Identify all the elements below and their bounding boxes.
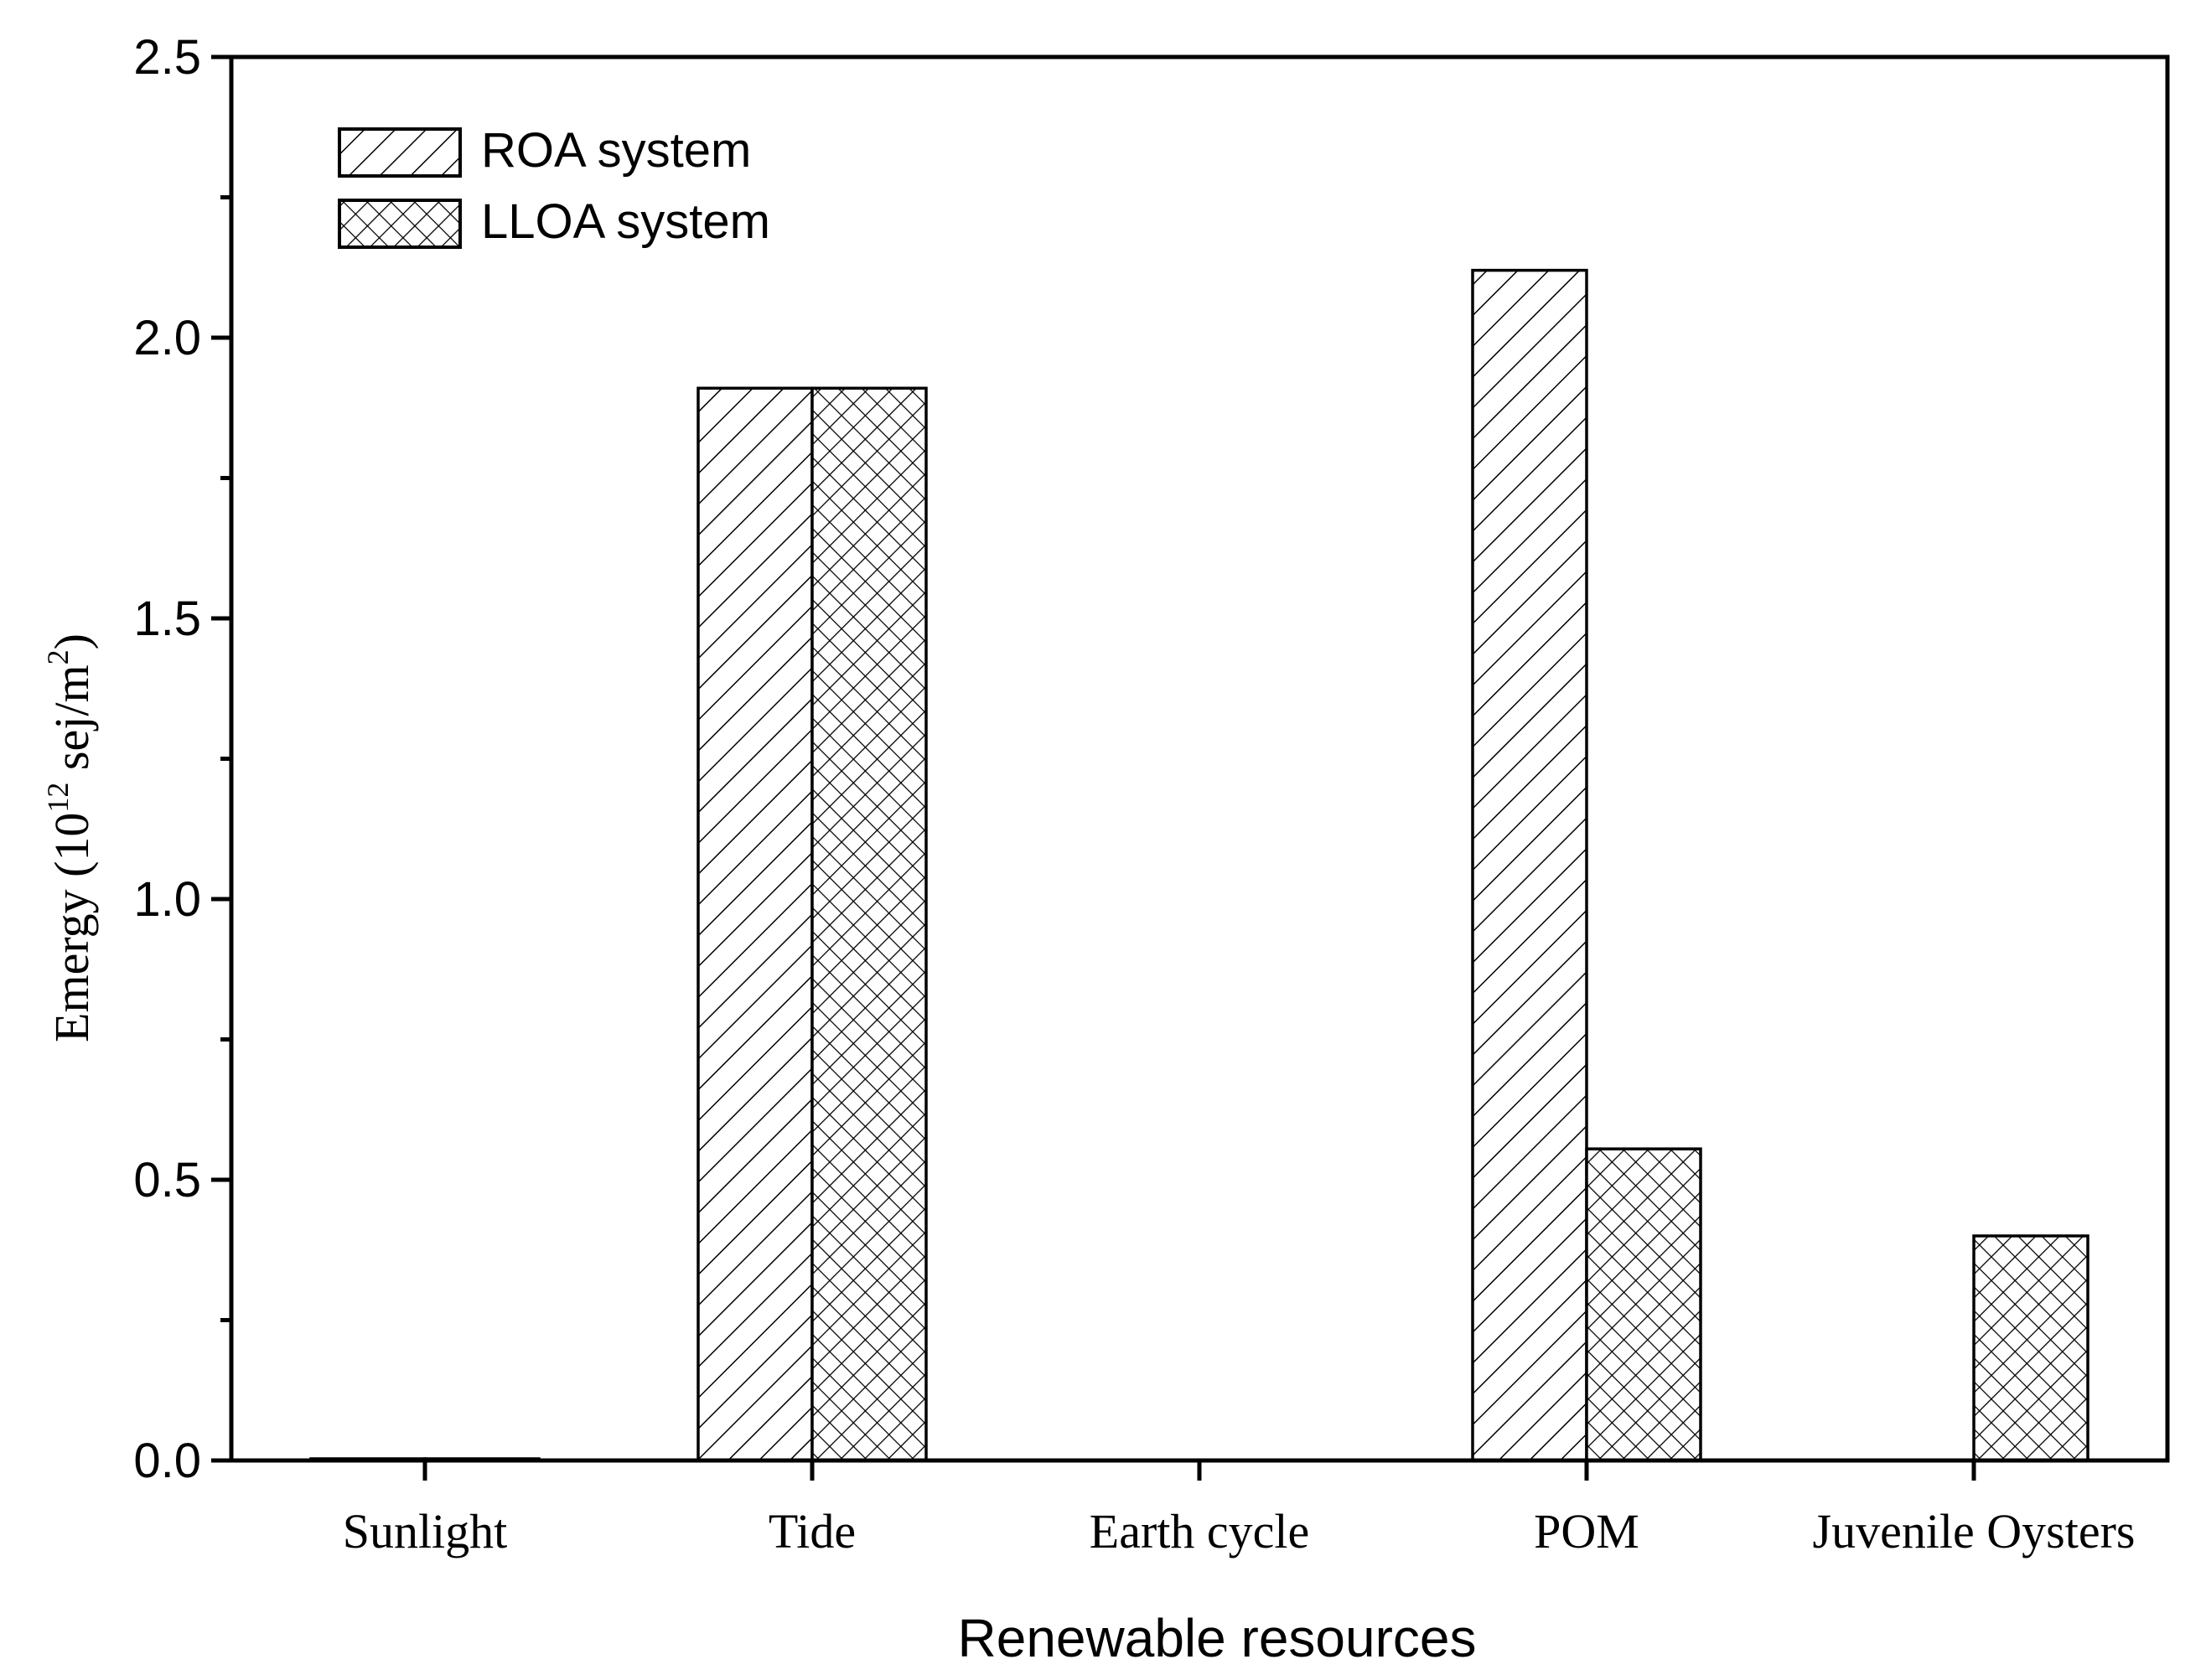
x-tick-label-juvenile-oysters: Juvenile Oysters: [1813, 1504, 2136, 1559]
bar-lloa-juvenile-oysters: [1972, 1234, 2089, 1462]
legend-label-lloa: LLOA system: [481, 194, 770, 249]
y-axis-label-prefix: Emergy (10: [44, 813, 99, 1042]
y-tick-label: 0.5: [133, 1153, 201, 1207]
bar-lloa-pom: [1585, 1147, 1702, 1462]
y-axis-label-exponent2: 2: [41, 649, 75, 664]
x-tick-label-earth-cycle: Earth cycle: [1090, 1504, 1309, 1559]
y-tick-label: 0.0: [133, 1434, 201, 1488]
legend: ROA system LLOA system: [338, 123, 770, 249]
y-tick-label: 1.0: [133, 872, 201, 927]
x-tick-label-pom: POM: [1534, 1504, 1639, 1559]
y-axis: 0.0 0.5 1.0 1.5 2.0 2.5: [133, 30, 231, 1488]
plot-frame: [229, 54, 2170, 1463]
y-tick-label: 1.5: [133, 592, 201, 646]
bar-roa-pom: [1471, 268, 1588, 1462]
x-tick-label-tide: Tide: [769, 1504, 856, 1559]
legend-swatch-roa: [338, 127, 462, 178]
y-axis-label-exponent: 12: [41, 783, 75, 813]
y-tick-label: 2.5: [133, 30, 201, 85]
y-axis-label-middle: sej/m: [44, 664, 99, 782]
bars-layer: [309, 268, 2089, 1462]
y-axis-label: Emergy (1012 sej/m2): [41, 633, 99, 1042]
x-axis-label: Renewable resources: [958, 1608, 1477, 1668]
legend-swatch-lloa: [338, 199, 462, 249]
x-tick-label-sunlight: Sunlight: [343, 1504, 508, 1559]
bar-roa-tide: [696, 386, 814, 1462]
bar-lloa-tide: [810, 386, 928, 1462]
y-axis-label-suffix: ): [44, 633, 99, 649]
y-tick-label: 2.0: [133, 311, 201, 365]
x-axis: Sunlight Tide Earth cycle POM Juvenile Oyste…: [343, 1460, 2136, 1559]
legend-label-roa: ROA system: [481, 123, 751, 178]
